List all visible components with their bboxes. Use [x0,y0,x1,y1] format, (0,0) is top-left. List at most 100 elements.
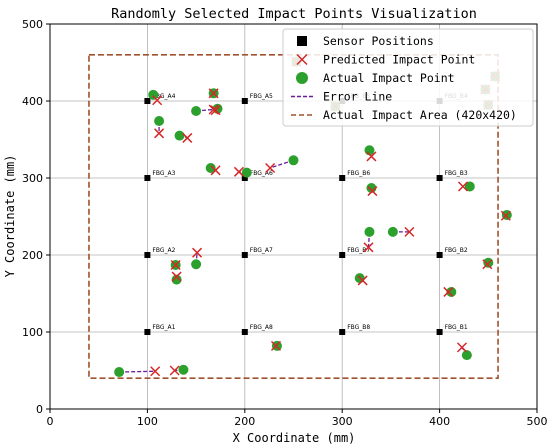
predicted-impact-point [182,132,193,143]
predicted-impact-point [208,104,219,115]
actual-impact-point [171,274,182,285]
y-axis-title: Y Coordinate (mm) [3,155,17,278]
sensor-marker [241,175,248,181]
predicted-impact-point [208,88,219,99]
legend-box [282,28,534,127]
legend-label: Sensor Positions [323,34,434,48]
predicted-impact-point [366,151,377,162]
sensor-marker [144,175,151,181]
sensor-label: FBG_B8 [347,324,370,331]
predicted-impact-point [482,259,493,270]
y-tick-label: 500 [22,18,43,31]
predicted-impact-point [171,271,182,282]
sensor-marker [241,252,248,258]
predicted-impact-point [270,340,281,351]
y-tick-label: 0 [36,403,43,416]
sensor-marker [436,175,443,181]
plot-frame [49,23,538,410]
sensor-label: FBG_B2 [445,247,468,254]
actual-impact-point [191,259,202,270]
sensor-marker [144,98,151,104]
sensor-label: FBG_B1 [445,324,468,331]
actual-impact-point [178,364,189,375]
predicted-impact-point [210,165,221,176]
predicted-impact-point [363,242,374,253]
actual-impact-point [114,367,125,378]
sensor-label: FBG_A6 [250,170,273,177]
actual-impact-point [241,167,252,178]
sensor-marker [339,175,346,181]
sensor-marker [436,329,443,335]
predicted-impact-point [457,181,469,192]
predicted-impact-point [367,186,378,197]
sensor-label: FBG_A4 [152,93,175,100]
x-tick-label: 500 [527,415,548,428]
predicted-impact-point [154,128,165,139]
x-tick-label: 0 [47,415,54,428]
y-tick-label: 300 [22,172,43,185]
legend-label: Actual Impact Area (420x420) [323,108,517,122]
sensor-layer: FBG_A1 FBG_A2 FBG_A3 FBG_A4 FBG_A5 FBG_A6 FBG_… [144,93,468,335]
predicted-impact-point [265,162,276,174]
actual-impact-point [387,226,398,237]
predicted-impact-point [500,210,511,221]
sensor-marker [436,252,443,258]
impact-area-layer [88,53,499,379]
actual-impact-point [288,155,299,166]
sensor-label: FBG_A2 [152,247,175,254]
predicted-impact-point [456,342,468,353]
sensor-label: FBG_A1 [152,324,175,331]
actual-impact-point [174,130,185,141]
x-tick-label: 200 [234,415,255,428]
sensor-marker [339,252,346,258]
legend-predicted-symbol [296,53,308,66]
actual-impact-point [154,116,165,127]
axes: 0 100 200 300 400 500 0 100 200 300 400 500 [22,18,548,428]
y-tick-label: 200 [22,249,43,262]
sensor-label: FBG_A3 [152,170,175,177]
sensor-marker [241,98,248,104]
impact-area-rect [88,53,499,379]
sensor-label: FBG_A5 [250,93,273,100]
y-tick-label: 400 [22,95,43,108]
error-line [269,159,294,169]
predicted-impact-point [404,226,415,237]
predicted-impact-point [357,275,368,286]
chart-title: Randomly Selected Impact Points Visualiz… [111,6,477,22]
actual-impact-point [446,286,457,297]
actual-impact-point [364,226,375,237]
predicted-impact-point [170,259,181,271]
actual-impact-point [148,89,159,100]
sensor-label: FBG_B6 [347,170,370,177]
y-tick-label: 100 [22,326,43,339]
predicted-impact-point [210,105,221,116]
legend-label: Error Line [323,90,392,104]
sensor-marker [144,252,151,258]
predicted-impact-point [192,247,203,258]
sensor-label: FBG_B3 [445,170,468,177]
legend: Sensor Positions Predicted Impact Point Ac… [282,28,534,127]
sensor-marker [339,329,346,335]
predicted-impact-point [233,166,244,177]
predicted-impact-point [443,286,454,297]
error-line [119,370,156,373]
legend-sensor-symbol [297,36,307,46]
legend-actual-symbol [296,72,308,84]
legend-label: Predicted Impact Point [323,53,475,67]
sensor-label: FBG_A8 [250,324,273,331]
sensor-marker [144,329,151,335]
sensor-label: FBG_B7 [347,247,370,254]
actual-impact-point [464,181,475,192]
x-tick-label: 400 [429,415,450,428]
legend-label: Actual Impact Point [323,71,455,85]
x-tick-label: 300 [332,415,353,428]
actual-impact-point [461,350,472,361]
predicted-impact-point [150,366,161,377]
predicted-impact-point [169,365,180,376]
x-axis-title: X Coordinate (mm) [233,431,356,445]
predicted-impact-point [152,95,163,106]
sensor-label: FBG_A7 [250,247,273,254]
x-tick-label: 100 [137,415,158,428]
actual-impact-point [191,106,202,117]
